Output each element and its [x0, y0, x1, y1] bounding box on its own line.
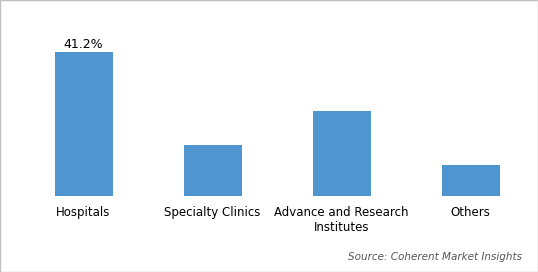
Bar	[183, 145, 242, 196]
Bar	[442, 165, 500, 196]
Bar	[54, 52, 112, 196]
Text: 41.2%: 41.2%	[63, 38, 103, 51]
Bar	[313, 110, 371, 196]
Text: Source: Coherent Market Insights: Source: Coherent Market Insights	[348, 252, 522, 262]
